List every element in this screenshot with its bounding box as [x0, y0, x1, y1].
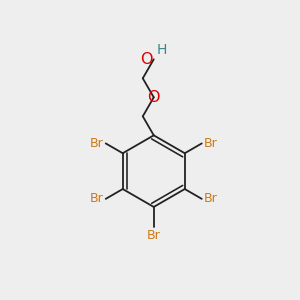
Text: H: H — [157, 44, 167, 58]
Text: Br: Br — [90, 192, 104, 206]
Text: Br: Br — [204, 137, 218, 150]
Text: Br: Br — [90, 137, 104, 150]
Text: O: O — [148, 90, 160, 105]
Text: O: O — [140, 52, 153, 67]
Text: Br: Br — [147, 229, 160, 242]
Text: Br: Br — [204, 192, 218, 206]
